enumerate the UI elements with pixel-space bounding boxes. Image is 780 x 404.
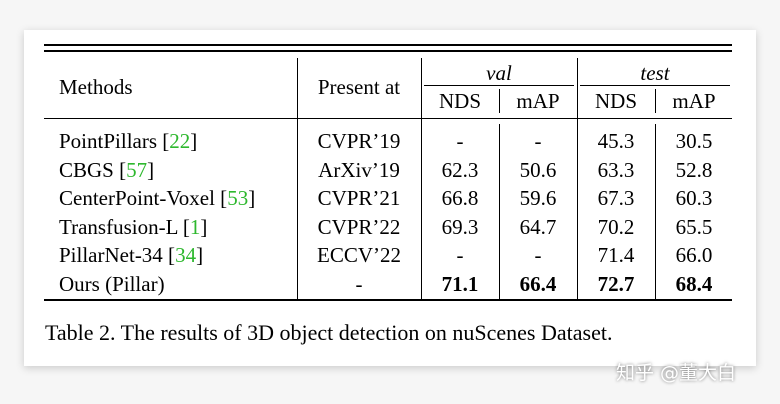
method-cell: CenterPoint-Voxel [53] (59, 186, 255, 210)
bottom-rule (44, 299, 732, 301)
header-methods: Methods (59, 75, 133, 99)
val-map-cell: 64.7 (519, 215, 557, 239)
top-rule-2 (44, 50, 732, 52)
test-nds-cell: 45.3 (597, 129, 635, 153)
method-cell: CBGS [57] (59, 158, 154, 182)
venue-cell: ArXiv’19 (318, 158, 400, 182)
vline-val-test (577, 58, 578, 300)
bracket: ] (190, 129, 198, 153)
test-map-cell: 68.4 (675, 272, 713, 296)
figure-card (24, 30, 756, 366)
header-test-map: mAP (672, 89, 716, 113)
val-map-cell: - (534, 129, 542, 153)
test-nds-cell: 70.2 (597, 215, 635, 239)
test-map-cell: 66.0 (675, 243, 713, 267)
val-nds-cell: - (456, 129, 464, 153)
venue-cell: ECCV’22 (317, 243, 401, 267)
method-name: Ours (Pillar) (59, 272, 165, 296)
test-nds-cell: 72.7 (597, 272, 635, 296)
test-map-cell: 30.5 (675, 129, 713, 153)
header-present-at: Present at (317, 75, 401, 99)
vline-val-inner-body (499, 124, 500, 300)
val-nds-cell: 69.3 (441, 215, 479, 239)
vline-present (421, 58, 422, 300)
citation-link[interactable]: 57 (126, 158, 148, 182)
vline-val-inner (499, 89, 500, 113)
bracket: ] (196, 243, 204, 267)
method-cell: PointPillars [22] (59, 129, 197, 153)
val-nds-cell: 66.8 (441, 186, 479, 210)
vline-test-inner-body (655, 124, 656, 300)
val-nds-cell: - (456, 243, 464, 267)
method-name: CenterPoint-Voxel [ (59, 186, 228, 210)
table-caption: Table 2. The results of 3D object detect… (45, 320, 613, 345)
method-cell: Transfusion-L [1] (59, 215, 207, 239)
header-val: val (486, 61, 512, 85)
val-nds-cell: 62.3 (441, 158, 479, 182)
bracket: ] (147, 158, 155, 182)
test-nds-cell: 71.4 (597, 243, 635, 267)
method-name: CBGS [ (59, 158, 127, 182)
val-nds-cell: 71.1 (441, 272, 479, 296)
venue-cell: - (355, 272, 363, 296)
venue-cell: CVPR’22 (317, 215, 401, 239)
header-val-nds: NDS (438, 89, 481, 113)
val-map-cell: 66.4 (519, 272, 557, 296)
header-test: test (640, 61, 670, 85)
venue-cell: CVPR’19 (317, 129, 401, 153)
header-rule (44, 118, 732, 119)
header-val-map: mAP (516, 89, 560, 113)
test-nds-cell: 67.3 (597, 186, 635, 210)
val-map-cell: - (534, 243, 542, 267)
venue-cell: CVPR’21 (317, 186, 401, 210)
method-name: PillarNet-34 [ (59, 243, 176, 267)
method-cell: PillarNet-34 [34] (59, 243, 203, 267)
method-name: PointPillars [ (59, 129, 170, 153)
method-cell: Ours (Pillar) (59, 272, 165, 296)
citation-link[interactable]: 1 (189, 215, 201, 239)
bracket: ] (200, 215, 208, 239)
val-map-cell: 59.6 (519, 186, 557, 210)
vline-methods (297, 58, 298, 300)
test-nds-cell: 63.3 (597, 158, 635, 182)
test-map-cell: 52.8 (675, 158, 713, 182)
vline-test-inner (655, 89, 656, 113)
group-rule-val (424, 85, 574, 86)
bracket: ] (248, 186, 256, 210)
watermark: 知乎 @董大白 (616, 362, 737, 384)
val-map-cell: 50.6 (519, 158, 557, 182)
test-map-cell: 60.3 (675, 186, 713, 210)
test-map-cell: 65.5 (675, 215, 713, 239)
header-test-nds: NDS (594, 89, 637, 113)
citation-link[interactable]: 53 (227, 186, 249, 210)
method-name: Transfusion-L [ (59, 215, 190, 239)
group-rule-test (580, 85, 730, 86)
top-rule-1 (44, 44, 732, 46)
citation-link[interactable]: 22 (169, 129, 191, 153)
citation-link[interactable]: 34 (175, 243, 197, 267)
